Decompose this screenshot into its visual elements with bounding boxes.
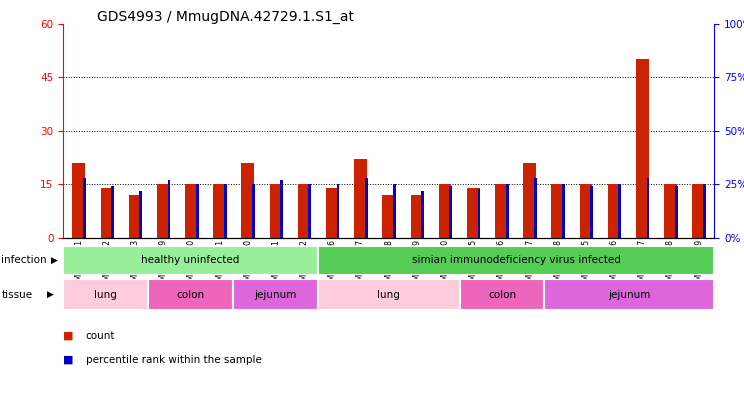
- Bar: [608, 184, 620, 238]
- Bar: [534, 178, 536, 238]
- Text: simian immunodeficiency virus infected: simian immunodeficiency virus infected: [411, 255, 620, 265]
- Bar: [157, 184, 170, 238]
- Bar: [467, 188, 480, 238]
- Text: lung: lung: [377, 290, 400, 300]
- Bar: [111, 186, 114, 238]
- Text: colon: colon: [176, 290, 205, 300]
- Bar: [269, 184, 283, 238]
- Bar: [495, 184, 508, 238]
- Bar: [129, 195, 141, 238]
- Bar: [63, 279, 148, 310]
- Bar: [545, 279, 714, 310]
- Bar: [318, 246, 714, 275]
- Bar: [337, 184, 339, 238]
- Bar: [100, 188, 113, 238]
- Bar: [675, 186, 678, 238]
- Text: ▶: ▶: [51, 256, 57, 265]
- Bar: [439, 184, 452, 238]
- Bar: [411, 195, 423, 238]
- Text: tissue: tissue: [1, 290, 33, 300]
- Bar: [478, 189, 481, 238]
- Bar: [309, 184, 311, 238]
- Text: jejunum: jejunum: [254, 290, 297, 300]
- Bar: [590, 186, 593, 238]
- Bar: [562, 184, 565, 238]
- Bar: [647, 178, 650, 238]
- Bar: [326, 188, 339, 238]
- Text: jejunum: jejunum: [608, 290, 650, 300]
- Text: ▶: ▶: [47, 290, 54, 299]
- Bar: [506, 184, 509, 238]
- Bar: [580, 184, 592, 238]
- Bar: [196, 184, 199, 238]
- Bar: [318, 279, 460, 310]
- Bar: [252, 184, 255, 238]
- Bar: [224, 184, 227, 238]
- Bar: [365, 178, 368, 238]
- Bar: [185, 184, 198, 238]
- Text: GDS4993 / MmugDNA.42729.1.S1_at: GDS4993 / MmugDNA.42729.1.S1_at: [97, 10, 353, 24]
- Text: ■: ■: [63, 354, 74, 365]
- Bar: [298, 184, 310, 238]
- Bar: [83, 178, 86, 238]
- Bar: [449, 186, 452, 238]
- Bar: [148, 279, 233, 310]
- Bar: [167, 180, 170, 238]
- Bar: [63, 246, 318, 275]
- Text: colon: colon: [488, 290, 516, 300]
- Bar: [421, 191, 424, 238]
- Text: count: count: [86, 331, 115, 341]
- Bar: [664, 184, 677, 238]
- Bar: [636, 59, 649, 238]
- Bar: [618, 184, 621, 238]
- Bar: [523, 163, 536, 238]
- Bar: [693, 184, 705, 238]
- Text: ■: ■: [63, 331, 74, 341]
- Bar: [72, 163, 85, 238]
- Bar: [354, 159, 367, 238]
- Text: infection: infection: [1, 255, 47, 265]
- Bar: [393, 184, 396, 238]
- Bar: [233, 279, 318, 310]
- Bar: [242, 163, 254, 238]
- Text: lung: lung: [94, 290, 117, 300]
- Bar: [703, 184, 706, 238]
- Bar: [139, 191, 142, 238]
- Bar: [551, 184, 564, 238]
- Bar: [214, 184, 226, 238]
- Bar: [280, 180, 283, 238]
- Bar: [382, 195, 395, 238]
- Bar: [460, 279, 545, 310]
- Text: healthy uninfected: healthy uninfected: [141, 255, 240, 265]
- Text: percentile rank within the sample: percentile rank within the sample: [86, 354, 261, 365]
